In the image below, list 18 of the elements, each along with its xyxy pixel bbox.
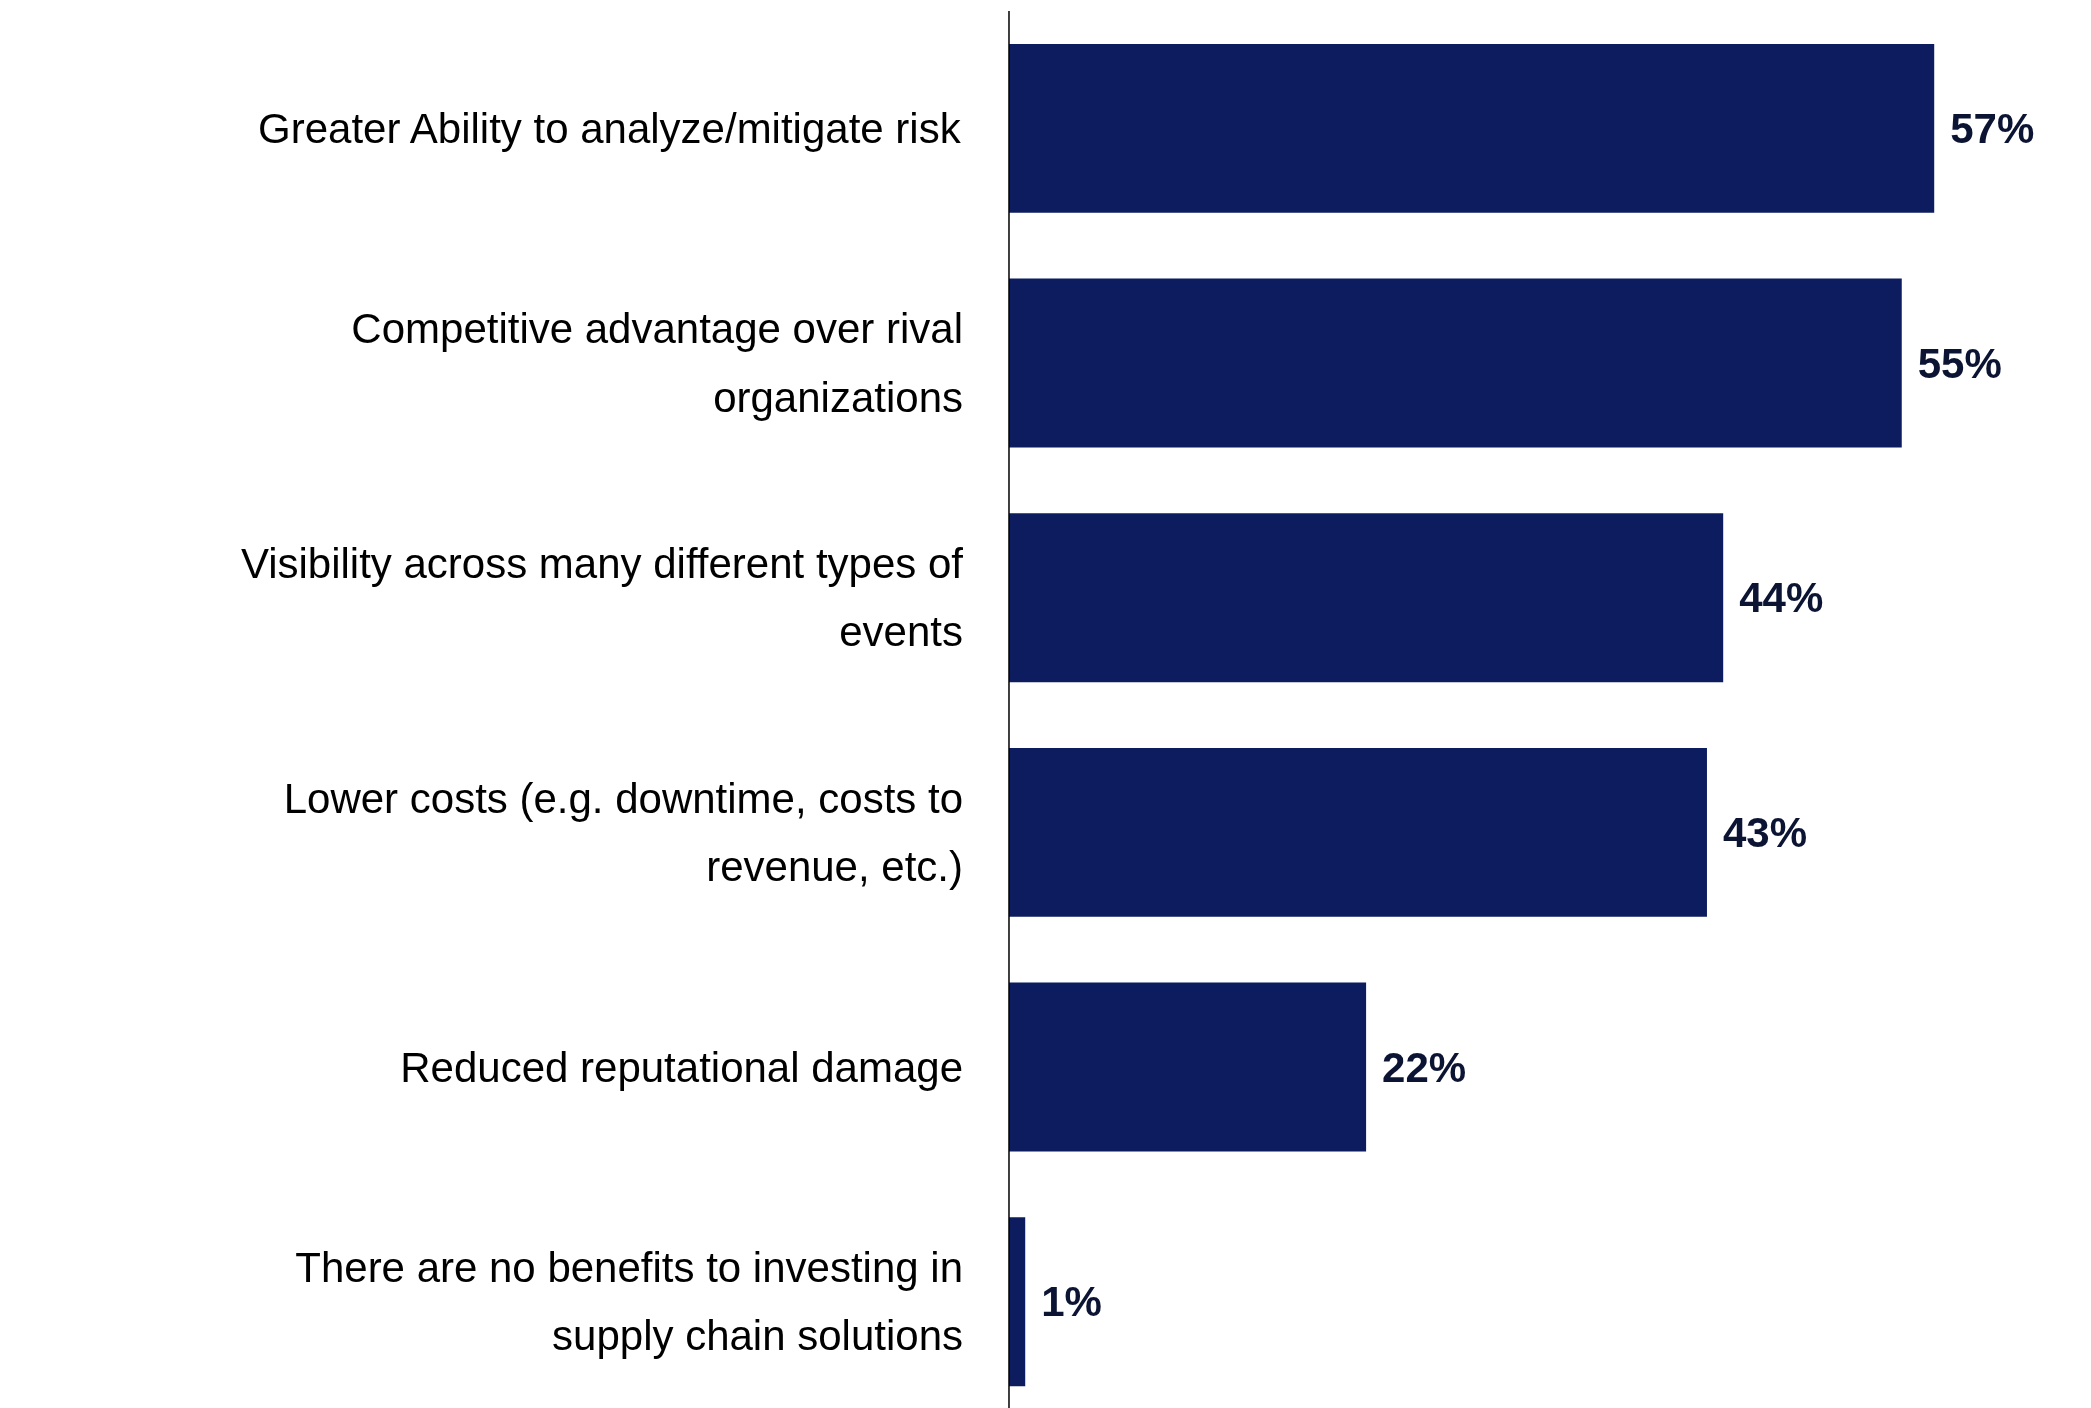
y-tick-label: There are no benefits to investing in supply chain solutions	[295, 1244, 963, 1360]
y-tick-label: Lower costs (e.g. downtime, costs to revenue, etc.)	[283, 774, 963, 890]
data-label: 55%	[1917, 339, 2002, 387]
y-tick-label: Visibility across many different types of events	[240, 540, 964, 656]
bar	[1008, 43, 1935, 213]
data-label: 1%	[1041, 1278, 1102, 1326]
bar	[1008, 513, 1724, 683]
bar	[1008, 982, 1367, 1152]
y-tick-label: Competitive advantage over rival organizations	[351, 305, 963, 421]
y-tick-label: Greater Ability to analyze/mitigate risk	[258, 104, 962, 152]
bar	[1008, 747, 1707, 917]
data-label: 43%	[1722, 808, 1808, 856]
y-tick-label: Reduced reputational damage	[400, 1043, 963, 1091]
bar	[1008, 278, 1902, 448]
data-label: 22%	[1382, 1043, 1467, 1091]
data-label: 44%	[1739, 574, 1824, 622]
bar	[1008, 1217, 1026, 1387]
data-label: 57%	[1950, 104, 2035, 152]
